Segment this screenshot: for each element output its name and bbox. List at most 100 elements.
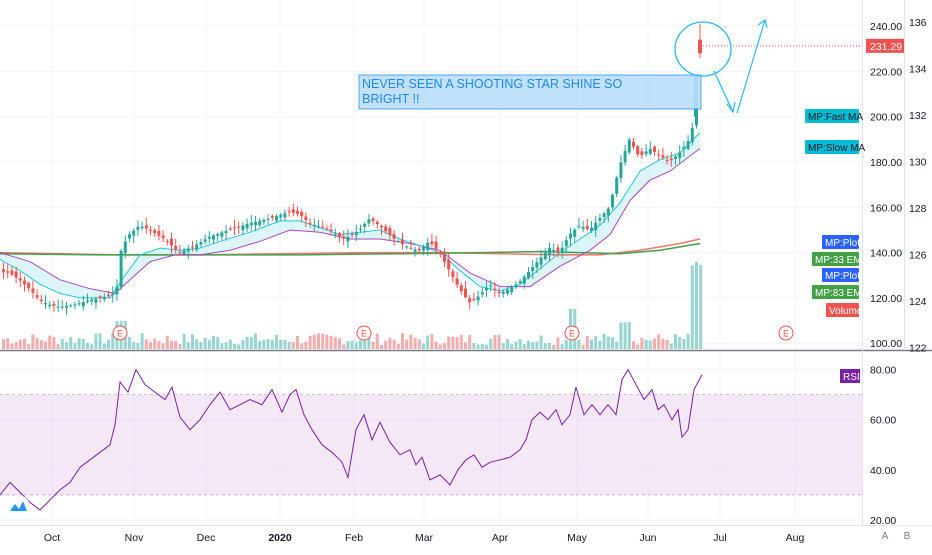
volume-bar [2,339,5,349]
volume-bar [501,343,505,349]
rsi-band [0,394,862,495]
rsi-tag [840,369,860,383]
volume-bar [128,336,131,349]
up-arrow-line [736,19,766,114]
volume-bar [594,336,598,349]
candle-body [48,304,52,307]
candle-body [627,139,631,153]
candle-body [161,235,165,239]
volume-bar [203,337,207,349]
secondary-tick-label: 124 [909,296,927,308]
candle-body [199,241,203,245]
volume-bar [401,333,404,349]
volume-bar [270,339,274,349]
candle-body [527,271,530,278]
down-arrow-line [713,70,734,113]
volume-bar [312,334,316,349]
volume-bar [552,344,556,349]
volume-bar [531,342,535,349]
candle-body [2,269,5,272]
legend-label-4: MP:Plot [825,271,860,282]
volume-bar [10,343,14,349]
candle-body [270,215,274,218]
candle-body [23,280,26,285]
candle-body [401,239,404,244]
candle-body [648,149,652,154]
candle-body [375,221,379,225]
volume-bar [300,343,304,349]
candle-body [241,225,245,231]
volume-bar [157,341,161,349]
volume-bar [585,335,589,349]
candle-body [409,247,413,249]
volume-bar [44,341,47,349]
auto-scale-button[interactable]: A [881,531,889,542]
volume-bar [86,342,89,349]
candle-body [695,114,698,126]
candle-body [266,218,270,220]
rsi-tick-label: 80.00 [870,365,896,377]
candle-body [254,221,257,226]
volume-bar [266,339,270,349]
volume-bar [556,337,560,349]
price-tick-label: 180.00 [870,157,902,169]
candle-body [107,295,110,297]
volume-bar [81,339,85,349]
candle-body [543,252,547,260]
x-tick-label: Feb [345,532,363,544]
legend-label-0: MP:Fast MA [808,112,863,123]
volume-bar [136,342,140,349]
candle-body [35,295,39,298]
volume-bar [695,261,698,349]
candle-body [606,208,610,216]
candle-body [569,233,572,239]
legend-label-2: MP:Plot [825,238,860,249]
candle-body [438,252,442,255]
volume-bar [485,344,488,349]
candle-body [392,234,396,239]
secondary-tick-label: 122 [909,343,927,355]
volume-bar [548,343,551,349]
volume-bar [678,337,682,349]
bar-mode-button[interactable]: B [903,531,911,542]
volume-bar [161,343,165,349]
volume-bar [405,339,409,349]
annotation-text-line1: NEVER SEEN A SHOOTING STAR SHINE SO [362,77,623,91]
candle-body [514,284,518,288]
volume-bar [627,321,631,349]
volume-bar [535,341,539,349]
volume-bar [249,337,253,349]
volume-bar [468,335,472,349]
volume-bar [60,339,64,349]
last-price-tag [866,38,904,53]
volume-bar [233,343,236,349]
candle-body [186,248,190,252]
up-arrow-head [757,18,768,29]
logo-circle [6,495,30,519]
secondary-tick-label: 130 [909,157,927,169]
x-tick-label: Mar [415,532,434,544]
volume-bar [590,339,593,349]
candle-body [291,209,295,213]
rsi-tick-label: 40.00 [870,465,896,477]
volume-bar [350,340,354,349]
candle-body [367,219,371,224]
volume-bar [279,339,283,349]
volume-bar [417,339,421,349]
candle-body [539,257,543,265]
volume-bar [518,339,522,349]
volume-bar [77,338,81,349]
volume-bar [338,338,341,349]
candle-body [493,288,497,290]
candle-body [653,146,656,152]
volume-bar [6,338,10,349]
candle-body [611,194,614,208]
candle-body [321,226,325,228]
candle-body [615,177,619,194]
candle-body [115,286,119,295]
rsi-tick-label: 60.00 [870,415,896,427]
volume-bar [191,334,194,349]
secondary-tick-label: 136 [909,17,927,29]
earnings-marker-label: E [117,329,123,339]
